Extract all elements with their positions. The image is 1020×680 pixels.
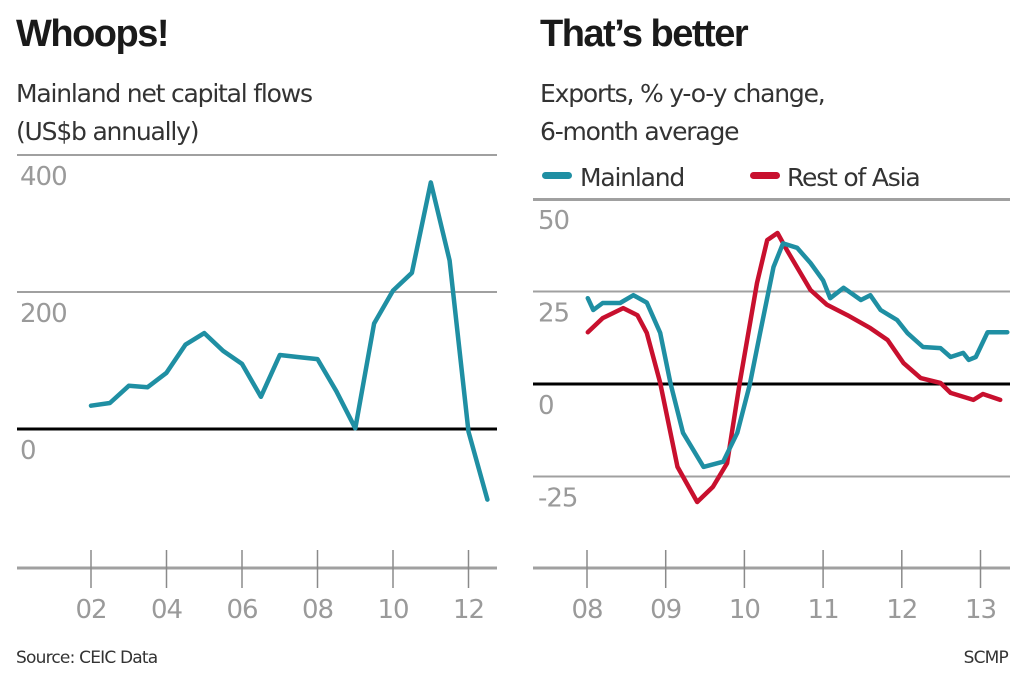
right-chart-subtitle-line2: 6-month average — [540, 117, 739, 146]
left-x-tick-label: 12 — [453, 595, 484, 625]
left-series-line-0 — [88, 180, 490, 502]
right-chart-title: That’s better — [540, 13, 749, 55]
left-x-tick-label: 10 — [377, 595, 408, 625]
right-y-tick-label: 0 — [538, 391, 554, 421]
legend-label-mainland: Mainland — [580, 163, 684, 192]
legend-label-rest-of-asia: Rest of Asia — [787, 163, 919, 192]
left-x-tick-label: 08 — [302, 595, 333, 625]
left-chart-subtitle-line1: Mainland net capital flows — [16, 79, 312, 108]
right-series-line-rest-of-asia — [585, 230, 1003, 505]
right-y-tick-label: -25 — [538, 484, 577, 514]
left-x-tick-label: 02 — [75, 595, 106, 625]
right-x-tick-label: 09 — [650, 595, 681, 625]
left-chart-title: Whoops! — [16, 13, 168, 55]
right-x-tick-label: 12 — [886, 595, 917, 625]
right-y-tick-label: 50 — [538, 206, 569, 236]
right-x-tick-label: 11 — [808, 595, 839, 625]
right-x-tick-label: 08 — [571, 595, 602, 625]
credit: SCMP — [964, 648, 1009, 668]
right-x-tick-label: 13 — [965, 595, 996, 625]
left-y-tick-label: 400 — [20, 162, 67, 192]
left-y-tick-label: 200 — [20, 299, 67, 329]
right-series-line-mainland — [585, 241, 1010, 470]
left-x-tick-label: 06 — [226, 595, 257, 625]
legend-swatch-mainland — [542, 172, 572, 179]
right-chart-subtitle-line1: Exports, % y-o-y change, — [540, 79, 825, 108]
left-chart-subtitle-line2: (US$b annually) — [16, 117, 198, 146]
left-y-tick-label: 0 — [20, 436, 36, 466]
right-x-tick-label: 10 — [729, 595, 760, 625]
source-note: Source: CEIC Data — [16, 648, 157, 668]
right-y-tick-label: 25 — [538, 299, 569, 329]
legend: Mainland Rest of Asia — [542, 163, 921, 192]
legend-swatch-rest-of-asia — [750, 172, 780, 179]
left-x-tick-label: 04 — [151, 595, 183, 625]
